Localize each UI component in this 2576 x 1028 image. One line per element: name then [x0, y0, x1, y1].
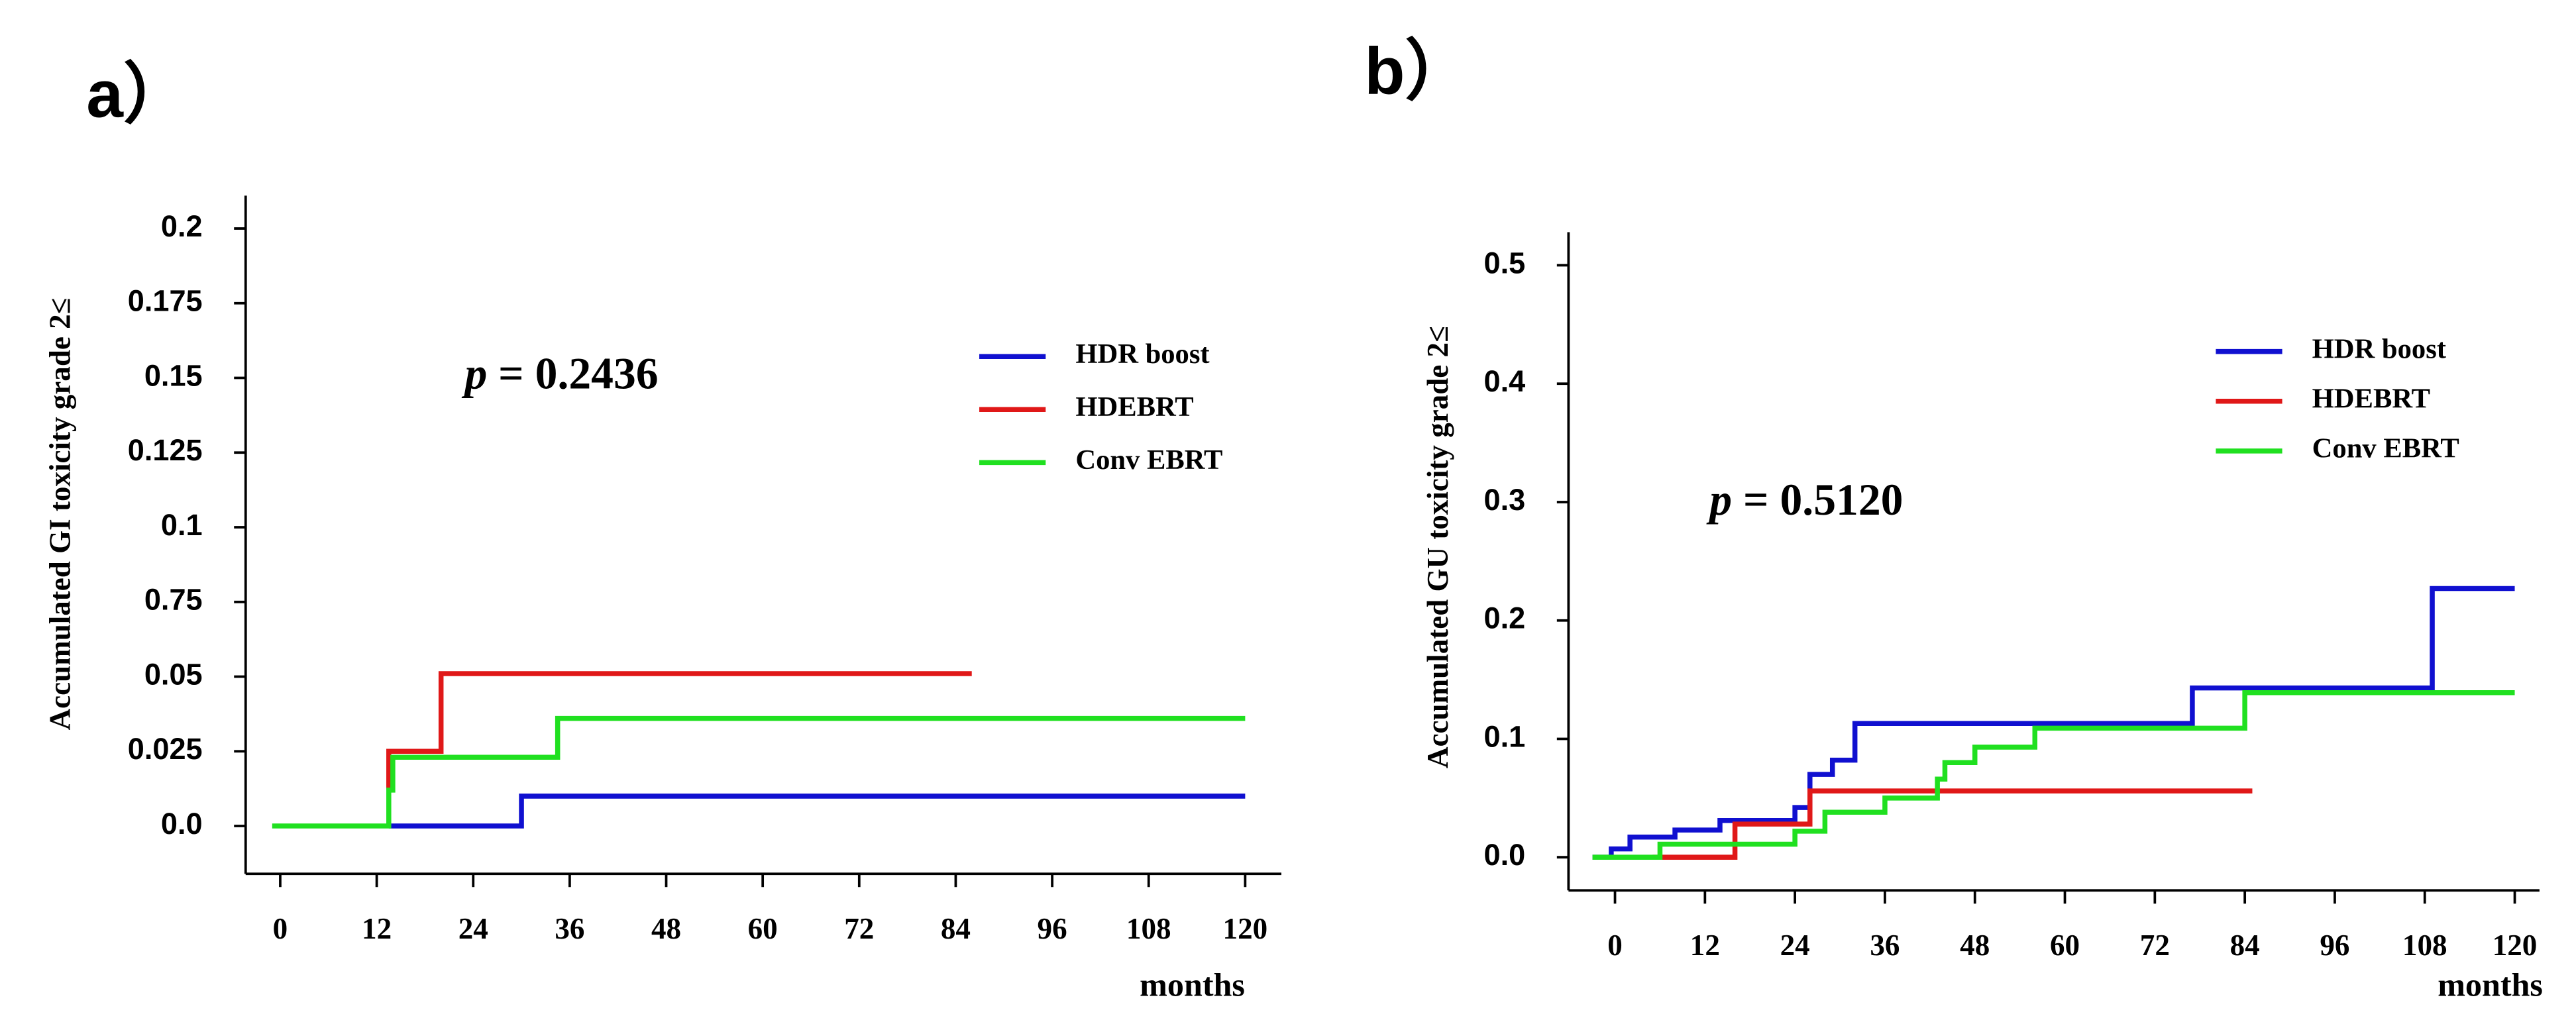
series-line: [1592, 586, 2515, 860]
x-tick-label: 12: [1690, 929, 1720, 962]
series-line: [1652, 788, 2253, 860]
legend-label: Conv EBRT: [2312, 433, 2459, 464]
series-line: [386, 671, 972, 790]
annotation-rest: = 0.2436: [487, 348, 658, 398]
y-tick-label: 0.125: [128, 433, 203, 467]
legend-label: HDR boost: [2312, 333, 2446, 364]
x-tick-label: 108: [1126, 912, 1171, 945]
x-tick-label: 96: [2320, 929, 2349, 962]
legend-label: HDEBRT: [1075, 391, 1193, 423]
x-tick-label: 120: [2493, 929, 2538, 962]
annotation-italic: p: [1706, 475, 1732, 525]
annotation-rest: = 0.5120: [1732, 475, 1903, 525]
annotation: p = 0.2436: [461, 348, 658, 398]
x-tick-label: 72: [2140, 929, 2170, 962]
y-tick-label: 0.4: [1484, 364, 1526, 398]
x-tick-label: 0: [273, 912, 288, 945]
series-line: [1592, 690, 2515, 860]
y-tick-label: 0.5: [1484, 246, 1526, 280]
legend-label: HDR boost: [1075, 338, 1209, 370]
y-tick-label: 0.75: [144, 583, 203, 617]
y-tick-label: 0.0: [161, 807, 203, 841]
series-line: [388, 794, 1246, 829]
x-axis-label: months: [1140, 966, 1245, 1003]
y-axis-label: Accumulated GU toxicity grade 2≤: [1421, 326, 1454, 768]
series-line: [272, 715, 1246, 829]
x-tick-label: 96: [1038, 912, 1067, 945]
panel-label: a）: [86, 58, 189, 132]
x-tick-label: 84: [941, 912, 971, 945]
x-tick-label: 60: [2050, 929, 2080, 962]
y-tick-label: 0.05: [144, 657, 203, 691]
y-axis-label: Accumulated GI toxicity grade 2≤: [44, 298, 77, 731]
panel-label: b）: [1364, 34, 1471, 109]
y-tick-label: 0.2: [161, 209, 203, 243]
x-tick-label: 60: [748, 912, 778, 945]
x-tick-label: 36: [1870, 929, 1900, 962]
y-tick-label: 0.025: [128, 732, 203, 766]
x-tick-label: 48: [1960, 929, 1990, 962]
x-tick-label: 48: [651, 912, 681, 945]
x-tick-label: 36: [555, 912, 584, 945]
x-axis-label: months: [2438, 966, 2543, 1003]
x-tick-label: 24: [458, 912, 488, 945]
annotation: p = 0.5120: [1706, 475, 1903, 525]
y-tick-label: 0.15: [144, 358, 203, 392]
x-tick-label: 12: [362, 912, 392, 945]
y-tick-label: 0.1: [1484, 719, 1526, 753]
y-tick-label: 0.175: [128, 284, 203, 318]
y-tick-label: 0.2: [1484, 601, 1526, 635]
legend-label: Conv EBRT: [1075, 444, 1222, 476]
legend-label: HDEBRT: [2312, 384, 2430, 415]
x-tick-label: 72: [844, 912, 874, 945]
x-tick-label: 0: [1607, 929, 1623, 962]
x-tick-label: 84: [2230, 929, 2260, 962]
y-tick-label: 0.0: [1484, 838, 1526, 872]
x-tick-label: 24: [1780, 929, 1810, 962]
x-tick-label: 120: [1223, 912, 1268, 945]
x-tick-label: 108: [2402, 929, 2447, 962]
y-tick-label: 0.3: [1484, 483, 1526, 517]
annotation-italic: p: [461, 348, 487, 398]
y-tick-label: 0.1: [161, 508, 203, 542]
